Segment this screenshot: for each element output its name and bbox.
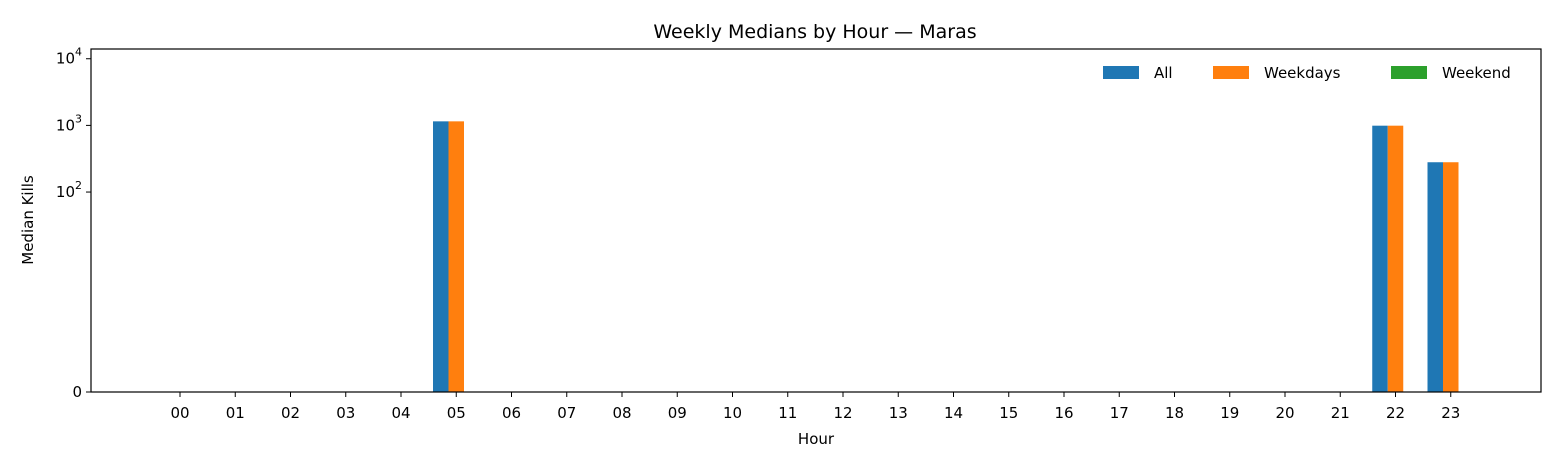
plot-frame [90,48,1542,393]
y-tick-label: 103 [56,112,82,134]
bar-weekdays-05 [448,121,464,392]
x-tick-label: 01 [226,404,245,422]
x-tick-label: 23 [1441,404,1460,422]
x-tick-label: 06 [502,404,521,422]
x-tick-label: 03 [336,404,355,422]
x-tick-label: 22 [1386,404,1405,422]
bars-group [433,121,1459,392]
x-tick-label: 18 [1165,404,1184,422]
legend-label-weekdays: Weekdays [1264,64,1341,82]
legend-swatch-weekdays [1213,66,1249,79]
x-tick-label: 11 [778,404,797,422]
x-tick-label: 14 [944,404,963,422]
legend: All Weekdays Weekend [1103,64,1511,82]
x-tick-label: 13 [889,404,908,422]
bar-all-05 [433,121,449,392]
x-tick-label: 10 [723,404,742,422]
bar-weekdays-23 [1443,162,1459,392]
x-tick-label: 20 [1275,404,1294,422]
x-tick-label: 07 [557,404,576,422]
legend-swatch-all [1103,66,1139,79]
y-tick-label: 104 [56,46,82,68]
y-tick-label: 102 [56,179,82,201]
x-axis-label: Hour [798,430,835,448]
x-tick-label: 16 [1054,404,1073,422]
x-tick-label: 08 [612,404,631,422]
x-tick-label: 21 [1331,404,1350,422]
x-tick-label: 15 [999,404,1018,422]
x-tick-label: 04 [391,404,410,422]
chart-title: Weekly Medians by Hour — Maras [653,21,976,43]
y-tick-label: 0 [72,383,82,401]
bar-all-23 [1427,162,1443,392]
x-tick-label: 05 [447,404,466,422]
x-tick-label: 17 [1110,404,1129,422]
legend-swatch-weekend [1391,66,1427,79]
x-tick-label: 09 [668,404,687,422]
x-tick-label: 02 [281,404,300,422]
y-axis-ticks: 0 102 103 104 [56,46,91,401]
x-tick-label: 12 [833,404,852,422]
legend-label-all: All [1154,64,1173,82]
x-axis-ticks: 00 01 02 03 04 05 06 07 08 09 10 11 12 13 14 15 16 17 18 19… [170,392,1460,422]
bar-all-22 [1372,125,1388,392]
x-tick-label: 00 [170,404,189,422]
x-tick-label: 19 [1220,404,1239,422]
legend-label-weekend: Weekend [1442,64,1511,82]
y-axis-label: Median Kills [19,175,37,265]
bar-weekdays-22 [1387,125,1404,392]
